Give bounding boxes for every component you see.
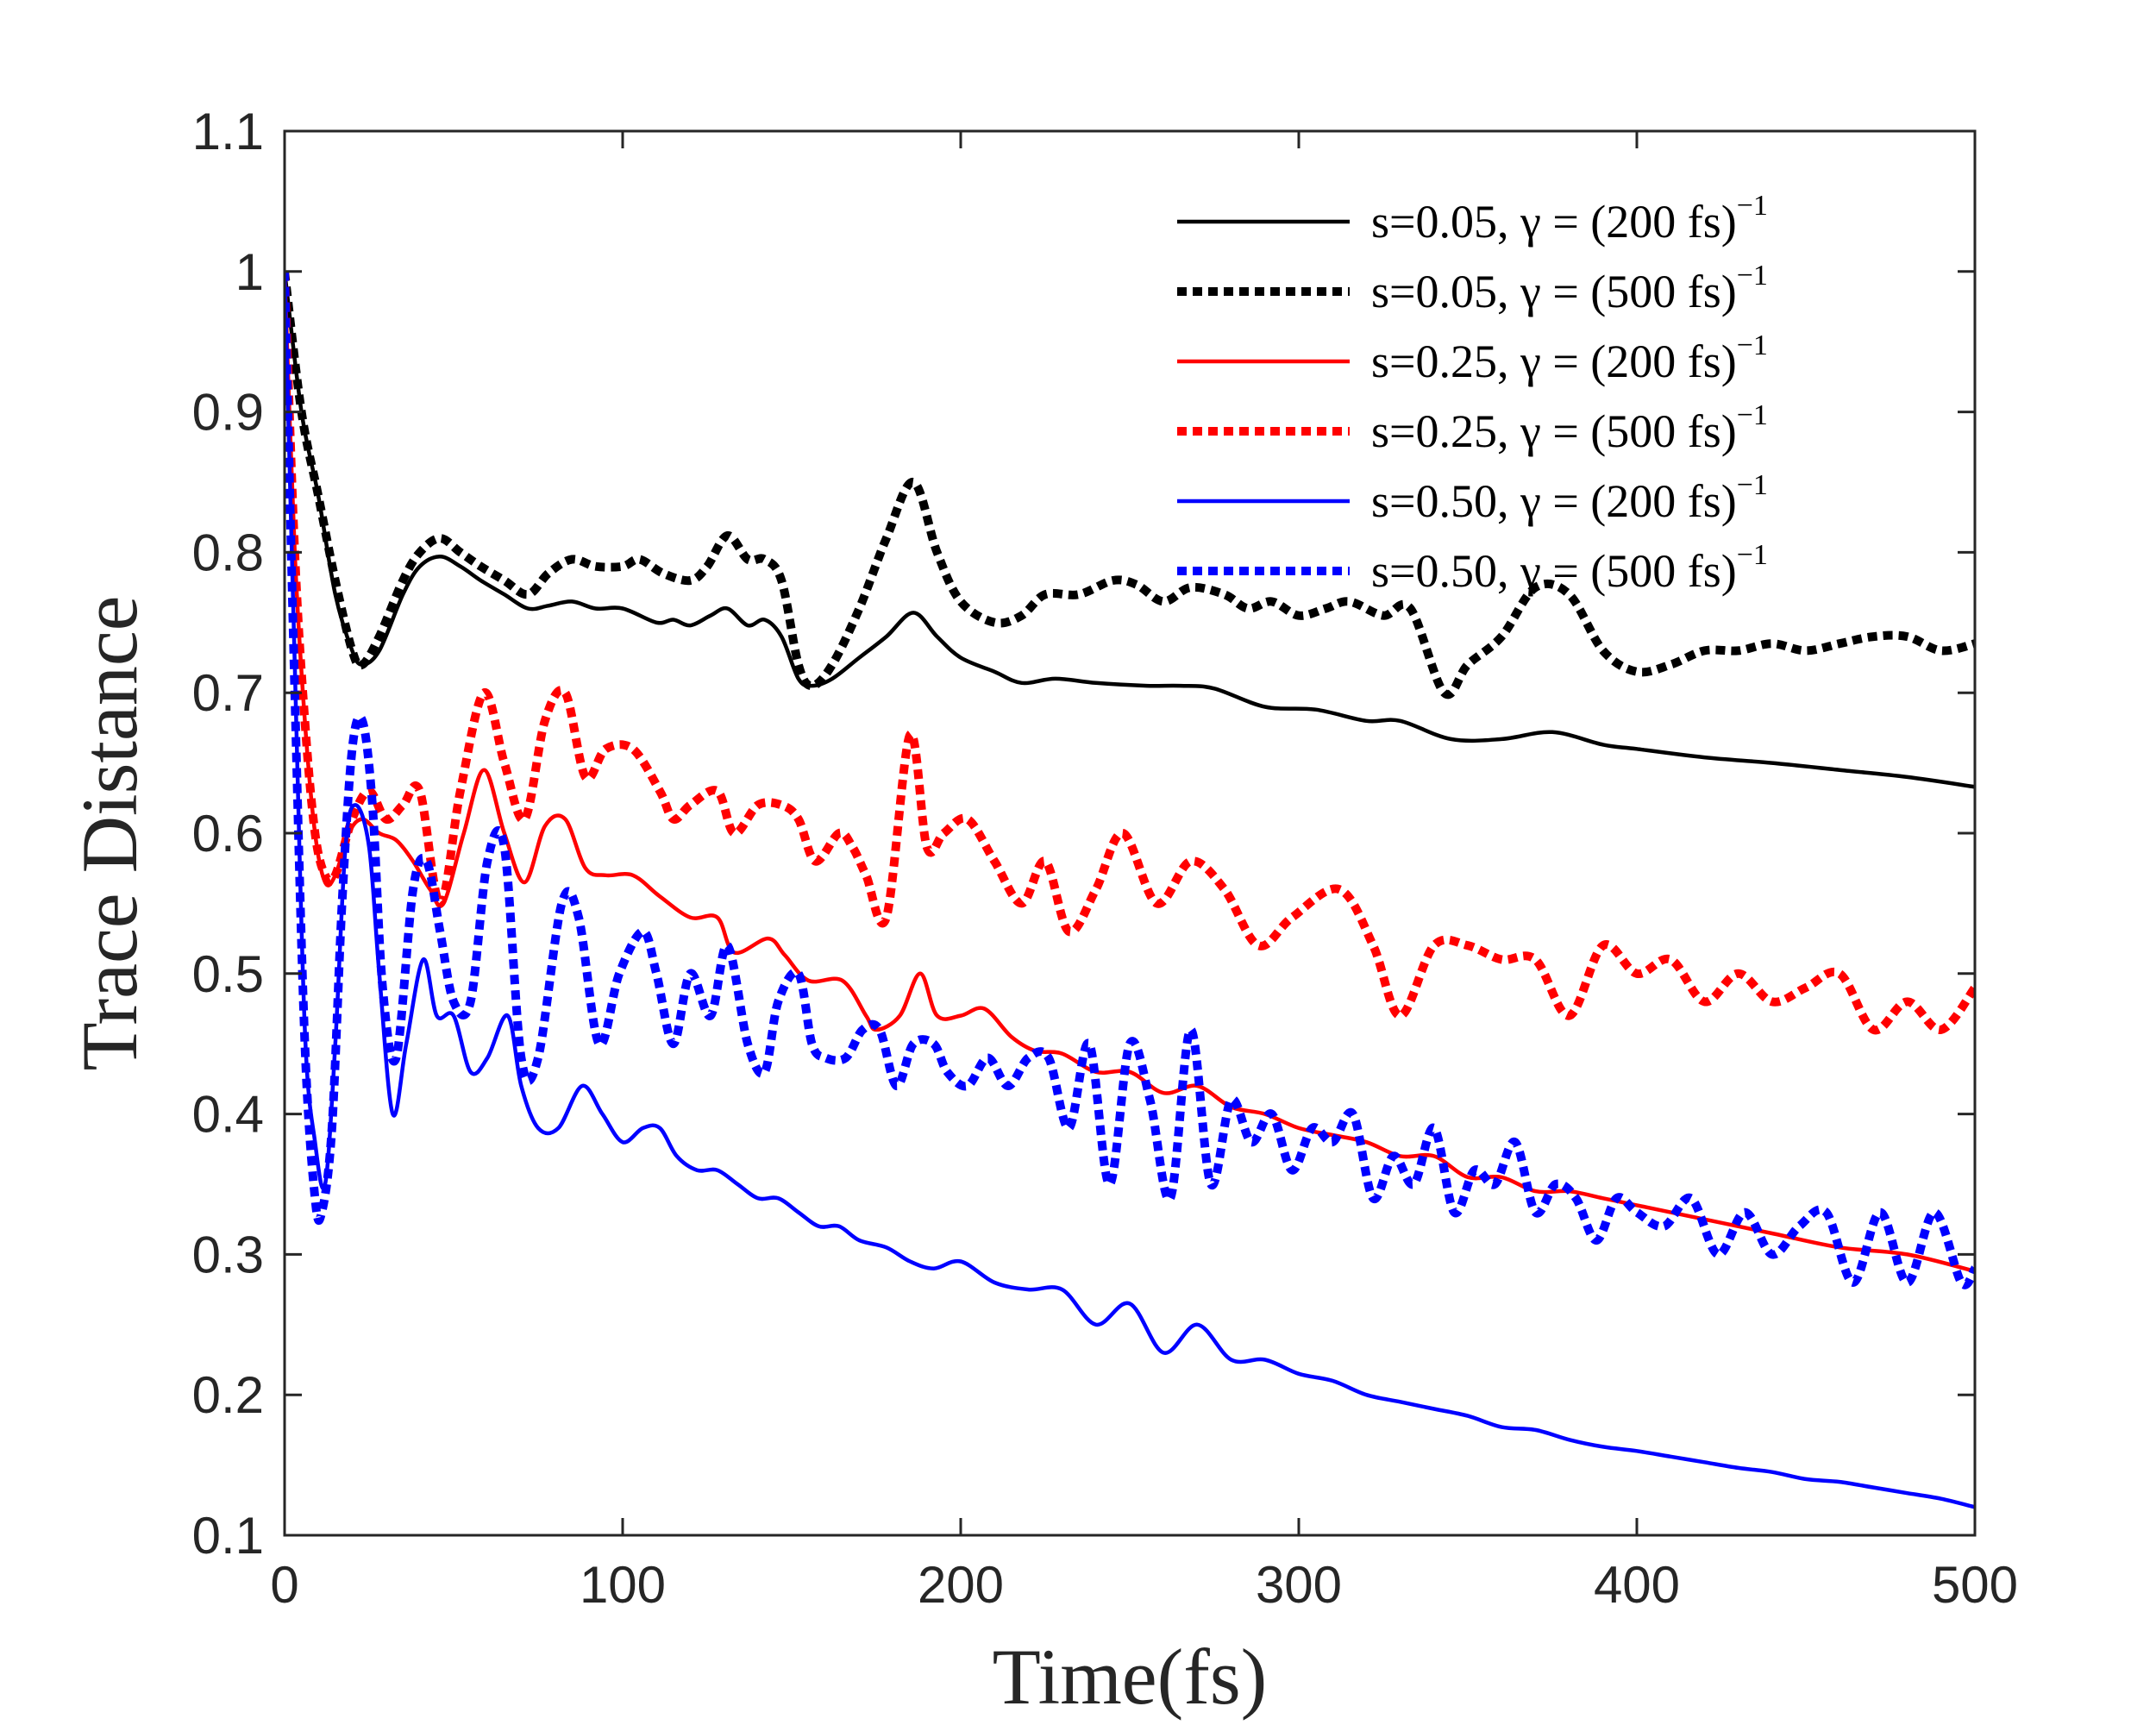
x-tick-label: 200 — [918, 1556, 1004, 1614]
legend-label-main: s=0.50, γ = (200 fs) — [1371, 475, 1737, 527]
y-tick-label: 0.7 — [192, 664, 264, 722]
legend-label: s=0.25, γ = (500 fs)−1 — [1371, 399, 1768, 457]
legend-label-superscript: −1 — [1737, 260, 1768, 292]
legend-label-main: s=0.50, γ = (500 fs) — [1371, 545, 1737, 597]
legend: s=0.05, γ = (200 fs)−1s=0.05, γ = (500 f… — [1177, 190, 1768, 597]
x-axis-label: Time(fs) — [993, 1633, 1268, 1721]
y-tick-label: 0.9 — [192, 384, 264, 442]
legend-label: s=0.05, γ = (500 fs)−1 — [1371, 260, 1768, 317]
x-tick-label: 400 — [1594, 1556, 1680, 1614]
x-tick-label: 0 — [270, 1556, 298, 1614]
legend-label: s=0.25, γ = (200 fs)−1 — [1371, 329, 1768, 387]
y-tick-label: 1 — [235, 243, 264, 301]
series-line-s025-g200 — [285, 271, 1975, 1274]
legend-label: s=0.05, γ = (200 fs)−1 — [1371, 190, 1768, 248]
legend-entry-s050-g200: s=0.50, γ = (200 fs)−1 — [1177, 469, 1768, 527]
legend-label-superscript: −1 — [1737, 190, 1768, 222]
series-line-s050-g200 — [285, 271, 1975, 1509]
legend-entry-s025-g500: s=0.25, γ = (500 fs)−1 — [1177, 399, 1768, 457]
y-tick-label: 0.3 — [192, 1226, 264, 1283]
y-tick-label: 0.1 — [192, 1507, 264, 1565]
legend-label-main: s=0.05, γ = (500 fs) — [1371, 266, 1737, 317]
ticks — [283, 129, 1977, 1537]
legend-entry-s005-g500: s=0.05, γ = (500 fs)−1 — [1177, 260, 1768, 317]
legend-label: s=0.50, γ = (500 fs)−1 — [1371, 539, 1768, 597]
series-line-s025-g500 — [285, 271, 1975, 1035]
y-tick-label: 0.5 — [192, 945, 264, 1003]
y-tick-label: 0.6 — [192, 805, 264, 862]
y-axis-label: Trace Distance — [66, 596, 154, 1071]
y-tick-label: 1.1 — [192, 103, 264, 160]
legend-label-superscript: −1 — [1737, 399, 1768, 431]
legend-label-main: s=0.25, γ = (500 fs) — [1371, 405, 1737, 457]
series-line-s050-g500 — [285, 271, 1975, 1289]
legend-label-superscript: −1 — [1737, 329, 1768, 361]
y-tick-label: 0.8 — [192, 524, 264, 581]
legend-entry-s025-g200: s=0.25, γ = (200 fs)−1 — [1177, 329, 1768, 387]
legend-entry-s050-g500: s=0.50, γ = (500 fs)−1 — [1177, 539, 1768, 597]
plot-lines — [285, 271, 1975, 1509]
legend-label: s=0.50, γ = (200 fs)−1 — [1371, 469, 1768, 527]
y-tick-label: 0.2 — [192, 1366, 264, 1424]
x-tick-label: 100 — [580, 1556, 666, 1614]
legend-label-main: s=0.05, γ = (200 fs) — [1371, 196, 1737, 248]
series-line-s005-g500 — [285, 271, 1975, 699]
y-tick-label: 0.4 — [192, 1086, 264, 1144]
x-tick-label: 500 — [1932, 1556, 2018, 1614]
legend-label-superscript: −1 — [1737, 469, 1768, 501]
legend-label-superscript: −1 — [1737, 539, 1768, 571]
tick-labels: 0 100 200 300 400 500 0.1 0.2 0.3 0.4 0.5 0.6 0.7 0.8… — [192, 103, 2018, 1614]
x-tick-label: 300 — [1256, 1556, 1342, 1614]
legend-entry-s005-g200: s=0.05, γ = (200 fs)−1 — [1177, 190, 1768, 248]
legend-label-main: s=0.25, γ = (200 fs) — [1371, 336, 1737, 387]
